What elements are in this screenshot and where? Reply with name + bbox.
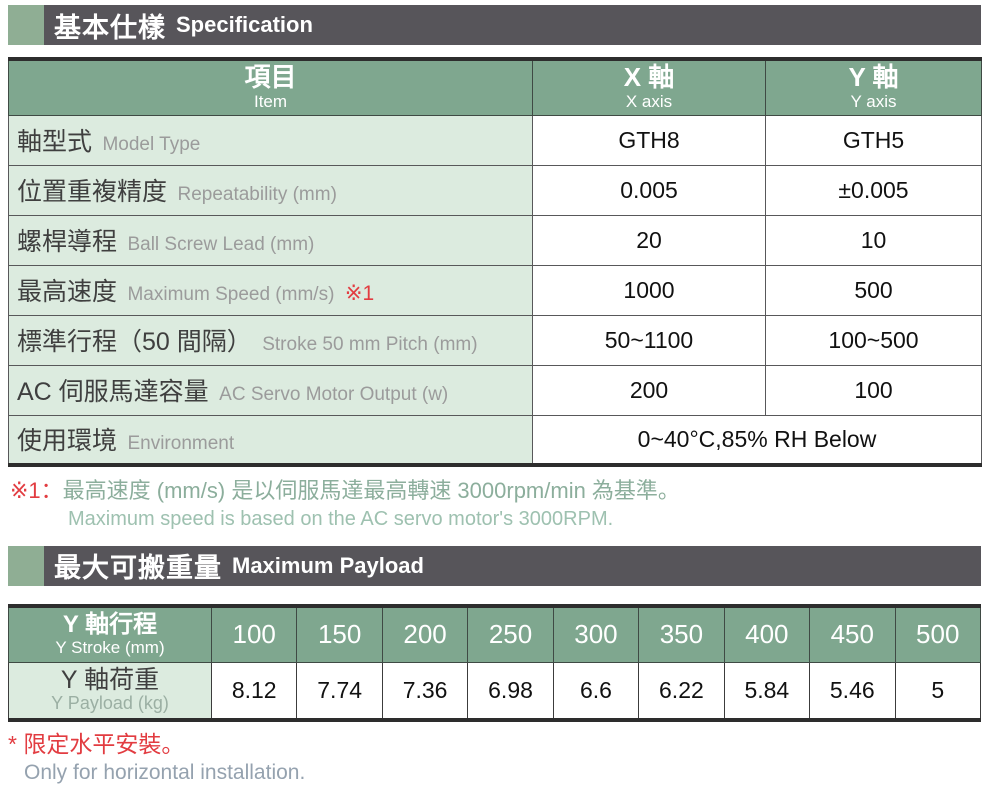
payload-value: 7.36 — [381, 662, 469, 720]
column-header-item: 項目 Item — [8, 58, 533, 116]
footnote-horizontal-installation: * 限定水平安裝。 Only for horizontal installati… — [8, 730, 981, 787]
table-row-repeatability: 位置重複精度 Repeatability (mm) 0.005 ±0.005 — [8, 164, 982, 216]
stroke-value: 150 — [296, 605, 383, 663]
spec-header-row: 項目 Item X 軸 X axis Y 軸 Y axis — [8, 58, 982, 116]
row-label-zh: 位置重複精度 — [17, 178, 168, 206]
green-accent-square — [8, 545, 44, 586]
table-row-ball-screw-lead: 螺桿導程 Ball Screw Lead (mm) 20 10 — [8, 214, 982, 266]
note-reference-mark: ※1 — [344, 282, 375, 305]
table-row-environment: 使用環境 Environment 0~40°C,85% RH Below — [8, 414, 982, 466]
value-y: ±0.005 — [765, 164, 982, 216]
value-x: 20 — [532, 214, 766, 266]
green-accent-square — [8, 5, 44, 45]
stroke-value: 250 — [467, 605, 554, 663]
stroke-value: 200 — [381, 605, 469, 663]
stroke-value: 450 — [809, 605, 896, 663]
row-label-zh: AC 伺服馬達容量 — [17, 378, 209, 406]
value-y: 100~500 — [765, 314, 982, 366]
value-y: GTH5 — [765, 114, 982, 166]
table-row-standard-stroke: 標準行程（50 間隔） Stroke 50 mm Pitch (mm) 50~1… — [8, 314, 982, 366]
section-title-zh: 基本仕樣 — [54, 12, 166, 43]
value-x: 1000 — [532, 264, 766, 316]
row-label-zh: 最高速度 — [17, 278, 118, 306]
payload-value: 5 — [894, 662, 981, 720]
row-label-en: Maximum Speed (mm/s) — [127, 284, 335, 305]
section-header-specification: 基本仕樣 Specification — [8, 5, 981, 45]
note1-marker: ※1： — [10, 478, 63, 503]
footnote-note1: ※1：最高速度 (mm/s) 是以伺服馬達最高轉速 3000rpm/min 為基… — [10, 477, 981, 532]
stroke-value: 400 — [723, 605, 811, 663]
column-header-y-axis: Y 軸 Y axis — [765, 58, 982, 116]
row-label-en: Repeatability (mm) — [177, 184, 337, 205]
note1-text-zh: 最高速度 (mm/s) 是以伺服馬達最高轉速 3000rpm/min 為基準。 — [62, 478, 680, 503]
row-label-en: AC Servo Motor Output (w) — [219, 384, 449, 405]
column-header-x-axis: X 軸 X axis — [532, 58, 766, 116]
section-title-en: Specification — [176, 12, 313, 37]
value-x: GTH8 — [532, 114, 766, 166]
row-label-en: Stroke 50 mm Pitch (mm) — [262, 334, 478, 355]
payload-header-row: Y 軸行程 Y Stroke (mm) 100 150 200 250 300 … — [8, 605, 981, 663]
payload-value: 7.74 — [296, 662, 383, 720]
payload-value-row: Y 軸荷重 Y Payload (kg) 8.12 7.74 7.36 6.98… — [8, 662, 981, 720]
payload-value: 5.84 — [723, 662, 811, 720]
value-y: 100 — [765, 364, 982, 416]
row-label-zh: 使用環境 — [17, 427, 118, 456]
column-header-y-stroke: Y 軸行程 Y Stroke (mm) — [8, 605, 212, 663]
row-header-y-payload: Y 軸荷重 Y Payload (kg) — [8, 662, 212, 720]
section-title-en: Maximum Payload — [232, 552, 424, 578]
value-y: 500 — [765, 264, 982, 316]
footnote-en: Only for horizontal installation. — [24, 761, 306, 785]
stroke-value: 350 — [638, 605, 725, 663]
payload-value: 6.98 — [467, 662, 554, 720]
section-title-bar: 基本仕樣 Specification — [44, 5, 981, 45]
stroke-value: 300 — [552, 605, 640, 663]
stroke-value: 500 — [894, 605, 981, 663]
row-label-en: Environment — [127, 433, 235, 455]
row-label-en: Ball Screw Lead (mm) — [127, 234, 315, 255]
row-label-en: Model Type — [102, 134, 201, 155]
value-x: 0.005 — [532, 164, 766, 216]
stroke-value: 100 — [210, 605, 298, 663]
value-environment: 0~40°C,85% RH Below — [532, 414, 982, 466]
section-title-zh: 最大可搬重量 — [54, 553, 222, 583]
footnote-zh: * 限定水平安裝。 — [8, 730, 185, 757]
value-y: 10 — [765, 214, 982, 266]
section-header-maximum-payload: 最大可搬重量 Maximum Payload — [8, 545, 981, 586]
specification-table: 項目 Item X 軸 X axis Y 軸 Y axis 軸型式 Model … — [8, 57, 982, 467]
payload-value: 8.12 — [210, 662, 298, 720]
table-row-servo-motor-output: AC 伺服馬達容量 AC Servo Motor Output (w) 200 … — [8, 364, 982, 416]
payload-value: 5.46 — [809, 662, 896, 720]
row-label-zh: 螺桿導程 — [17, 228, 118, 256]
row-label-zh: 軸型式 — [17, 128, 93, 156]
row-label-zh: 標準行程（50 間隔） — [17, 328, 252, 356]
payload-table: Y 軸行程 Y Stroke (mm) 100 150 200 250 300 … — [8, 603, 981, 722]
table-row-maximum-speed: 最高速度 Maximum Speed (mm/s) ※1 1000 500 — [8, 264, 982, 316]
payload-value: 6.6 — [552, 662, 640, 720]
section-title-bar: 最大可搬重量 Maximum Payload — [44, 545, 981, 586]
note1-text-en: Maximum speed is based on the AC servo m… — [68, 507, 614, 530]
payload-value: 6.22 — [638, 662, 725, 720]
table-row-model-type: 軸型式 Model Type GTH8 GTH5 — [8, 114, 982, 166]
value-x: 200 — [532, 364, 766, 416]
value-x: 50~1100 — [532, 314, 766, 366]
